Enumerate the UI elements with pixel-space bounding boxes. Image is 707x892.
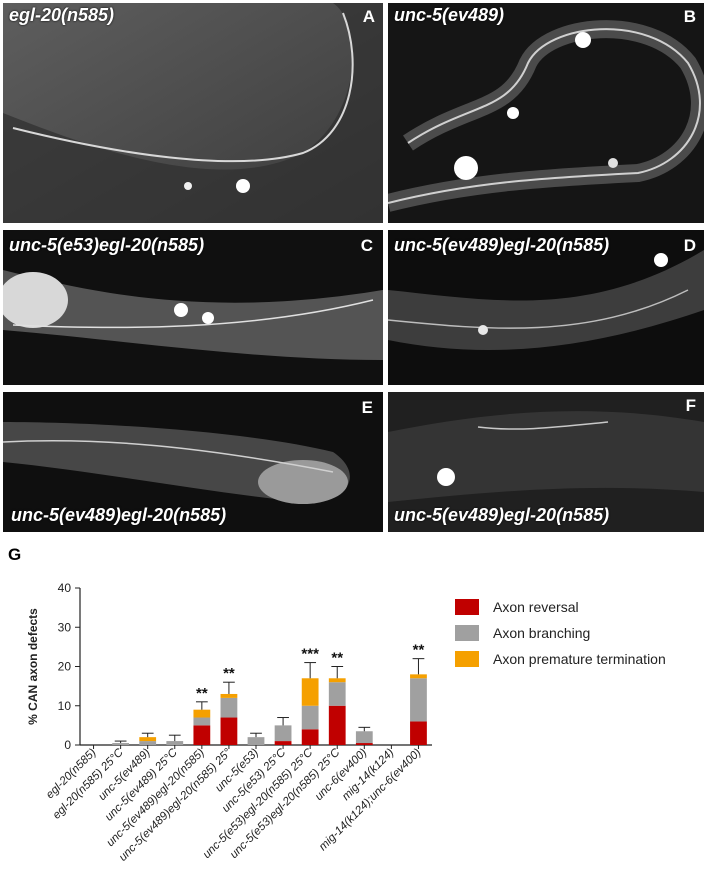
bar-axon-reversal-5 [220,717,238,745]
micrograph-panel-c: unc-5(e53)egl-20(n585) C [3,230,383,385]
panel-label-f: unc-5(ev489)egl-20(n585) [394,505,610,525]
panel-label-c: unc-5(e53)egl-20(n585) [9,235,205,255]
legend-label-axon-reversal: Axon reversal [493,599,579,615]
significance-label-12: ** [413,642,425,659]
significance-label-5: ** [223,665,235,682]
legend-label-axon-premature-termination: Axon premature termination [493,651,666,667]
y-tick-label: 0 [64,738,71,752]
bar-axon-branching-2 [139,741,157,745]
chart-legend: Axon reversal Axon branching Axon premat… [455,594,666,672]
bar-axon-premature-termination-5 [220,693,238,698]
y-tick-label: 30 [58,620,72,634]
bar-axon-branching-1 [112,743,130,745]
panel-letter-f: F [685,396,696,415]
micrograph-image-b [388,20,704,212]
panel-label-b: unc-5(ev489) [394,5,505,25]
micrograph-image-a [3,3,383,223]
legend-swatch-axon-branching [455,625,479,641]
panel-letter-e: E [361,398,373,417]
bar-axon-reversal-9 [328,705,346,745]
bar-axon-branching-12 [410,678,427,722]
micrograph-panel-f: F unc-5(ev489)egl-20(n585) [388,392,704,532]
micrograph-image-c [3,270,383,360]
legend-label-axon-branching: Axon branching [493,625,591,641]
bar-axon-branching-9 [328,682,346,706]
bar-axon-branching-3 [166,741,184,745]
bar-axon-reversal-10 [355,743,373,745]
y-axis-label: % CAN axon defects [26,608,40,725]
micrograph-panel-d: unc-5(ev489)egl-20(n585) D [388,230,704,385]
panel-letter-a: A [362,7,375,26]
legend-item-axon-branching: Axon branching [455,620,666,646]
y-tick-label: 40 [58,581,72,595]
panel-label-a: egl-20(n585) [9,5,115,25]
bar-axon-reversal-4 [193,725,211,745]
legend-swatch-axon-premature-termination [455,651,479,667]
bar-axon-premature-termination-12 [410,674,427,679]
bar-axon-reversal-8 [301,729,319,745]
bar-axon-branching-7 [274,725,292,742]
micrograph-image-d [388,250,704,350]
bar-axon-premature-termination-9 [328,678,346,683]
legend-item-axon-reversal: Axon reversal [455,594,666,620]
bar-axon-premature-termination-2 [139,737,157,742]
y-tick-label: 20 [58,660,72,674]
micrograph-image-e [3,422,350,504]
panel-letter-b: B [683,7,696,26]
chart-letter-g: G [8,545,22,564]
bar-axon-branching-6 [247,737,265,745]
bar-axon-branching-10 [355,731,373,744]
bar-axon-premature-termination-4 [193,709,211,718]
micrograph-panel-a: egl-20(n585) A [3,3,383,223]
bar-axon-branching-8 [301,705,319,730]
legend-swatch-axon-reversal [455,599,479,615]
panel-letter-d: D [683,236,696,255]
micrograph-image-f [388,411,704,502]
significance-label-8: *** [301,646,319,663]
y-tick-label: 10 [58,699,72,713]
bar-axon-reversal-7 [274,741,292,745]
micrograph-panel-b: unc-5(ev489) B [388,3,704,223]
bar-axon-reversal-12 [410,721,427,745]
micrograph-panel-e: E unc-5(ev489)egl-20(n585) [3,392,383,532]
significance-label-9: ** [331,650,343,667]
panel-label-e: unc-5(ev489)egl-20(n585) [11,505,227,525]
panel-label-d: unc-5(ev489)egl-20(n585) [394,235,610,255]
legend-item-axon-premature-termination: Axon premature termination [455,646,666,672]
significance-label-4: ** [196,685,208,702]
bar-axon-branching-5 [220,697,238,718]
panel-letter-c: C [360,236,373,255]
bar-axon-branching-4 [193,717,211,726]
bar-axon-premature-termination-8 [301,678,319,706]
